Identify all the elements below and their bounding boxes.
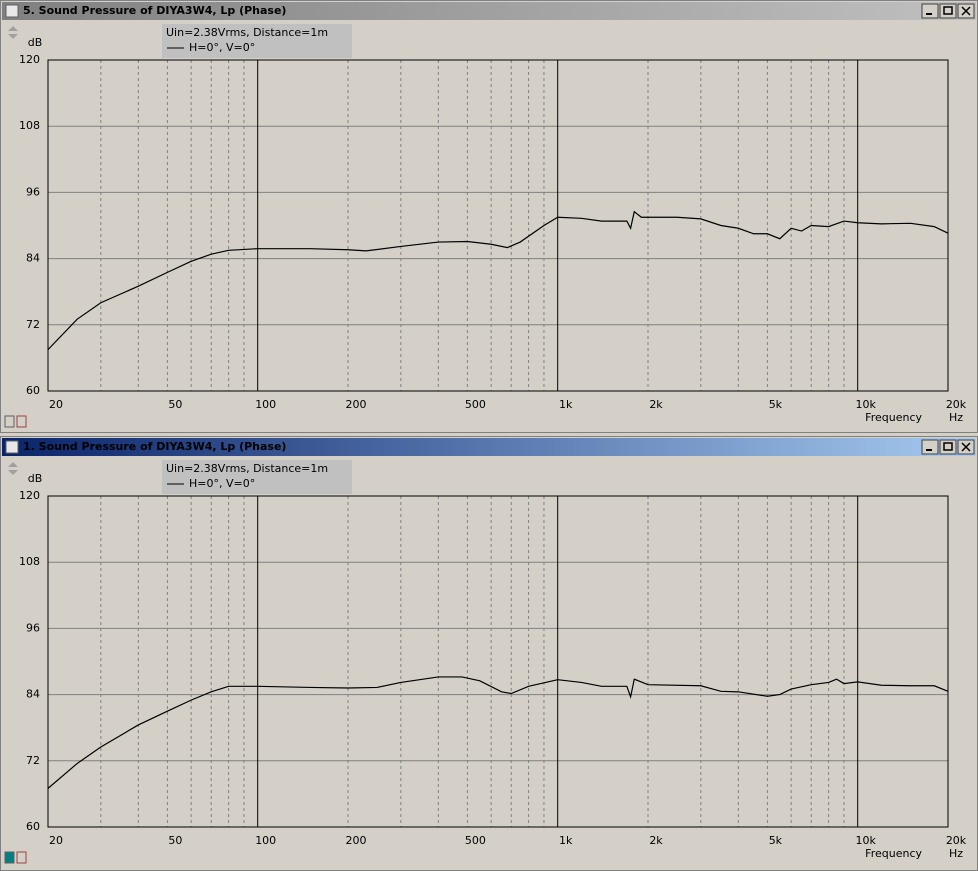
window-title: 1. Sound Pressure of DIYA3W4, Lp (Phase) xyxy=(23,440,286,453)
status-icon[interactable] xyxy=(4,851,15,864)
minimize-button[interactable] xyxy=(921,3,939,19)
x-tick-label: 1k xyxy=(559,834,573,847)
window-frame xyxy=(0,0,978,433)
button-face xyxy=(939,3,957,19)
x-unit-label: Hz xyxy=(949,847,963,860)
y-tick-label: 108 xyxy=(19,555,40,568)
x-tick-label: 10k xyxy=(856,398,877,411)
status-icon[interactable] xyxy=(4,415,15,428)
title-bar xyxy=(2,2,976,20)
plot-border xyxy=(47,59,949,392)
scroll-arrows[interactable] xyxy=(8,26,18,39)
legend-label: H=0°, V=0° xyxy=(189,41,255,54)
x-tick-label: 5k xyxy=(769,398,783,411)
x-tick-label: 50 xyxy=(168,834,182,847)
maximize-button[interactable] xyxy=(939,3,957,19)
x-tick-label: 2k xyxy=(649,398,663,411)
y-tick-label: 120 xyxy=(19,53,40,66)
data-line xyxy=(47,210,949,351)
button-glyph xyxy=(943,442,953,451)
window: 1. Sound Pressure of DIYA3W4, Lp (Phase)… xyxy=(0,436,978,871)
window: 5. Sound Pressure of DIYA3W4, Lp (Phase)… xyxy=(0,0,978,433)
button-glyph xyxy=(961,442,971,452)
title-bar xyxy=(2,438,976,456)
button-glyph xyxy=(943,6,953,15)
y-tick-label: 60 xyxy=(26,820,40,833)
y-tick-label: 84 xyxy=(26,252,40,265)
legend-box xyxy=(162,460,352,494)
x-tick-label: 2k xyxy=(649,834,663,847)
x-tick-label: 5k xyxy=(769,834,783,847)
y-tick-label: 72 xyxy=(26,318,40,331)
x-tick-label: 20 xyxy=(49,834,63,847)
x-tick-label: 1k xyxy=(559,398,573,411)
x-tick-label: 20k xyxy=(946,398,967,411)
y-axis-label: dB xyxy=(28,472,43,485)
x-axis-label: Frequency xyxy=(865,847,922,860)
y-tick-label: 108 xyxy=(19,119,40,132)
x-tick-label: 20 xyxy=(49,398,63,411)
plot-border xyxy=(47,495,949,828)
x-axis-label: Frequency xyxy=(865,411,922,424)
annotation: Uin=2.38Vrms, Distance=1m xyxy=(166,26,328,39)
y-tick-label: 120 xyxy=(19,489,40,502)
window-icon xyxy=(5,440,19,454)
x-tick-label: 10k xyxy=(856,834,877,847)
x-tick-label: 50 xyxy=(168,398,182,411)
button-face xyxy=(921,439,939,455)
maximize-button[interactable] xyxy=(939,439,957,455)
close-button[interactable] xyxy=(957,3,975,19)
x-tick-label: 100 xyxy=(255,398,276,411)
x-tick-label: 200 xyxy=(346,398,367,411)
y-axis-label: dB xyxy=(28,36,43,49)
x-tick-label: 20k xyxy=(946,834,967,847)
status-icon[interactable] xyxy=(16,851,27,864)
data-line xyxy=(47,676,949,789)
y-tick-label: 60 xyxy=(26,384,40,397)
y-tick-label: 96 xyxy=(26,185,40,198)
button-face xyxy=(939,439,957,455)
window-title: 5. Sound Pressure of DIYA3W4, Lp (Phase) xyxy=(23,4,286,17)
scroll-arrows[interactable] xyxy=(8,462,18,475)
status-icon[interactable] xyxy=(16,415,27,428)
button-glyph xyxy=(961,6,971,16)
x-tick-label: 500 xyxy=(465,398,486,411)
window-icon xyxy=(5,4,19,18)
window-frame xyxy=(0,436,978,871)
annotation: Uin=2.38Vrms, Distance=1m xyxy=(166,462,328,475)
button-face xyxy=(921,3,939,19)
y-tick-label: 72 xyxy=(26,754,40,767)
x-unit-label: Hz xyxy=(949,411,963,424)
minimize-button[interactable] xyxy=(921,439,939,455)
y-tick-label: 96 xyxy=(26,621,40,634)
y-tick-label: 84 xyxy=(26,688,40,701)
x-tick-label: 200 xyxy=(346,834,367,847)
close-button[interactable] xyxy=(957,439,975,455)
x-tick-label: 100 xyxy=(255,834,276,847)
x-tick-label: 500 xyxy=(465,834,486,847)
legend-box xyxy=(162,24,352,58)
legend-label: H=0°, V=0° xyxy=(189,477,255,490)
